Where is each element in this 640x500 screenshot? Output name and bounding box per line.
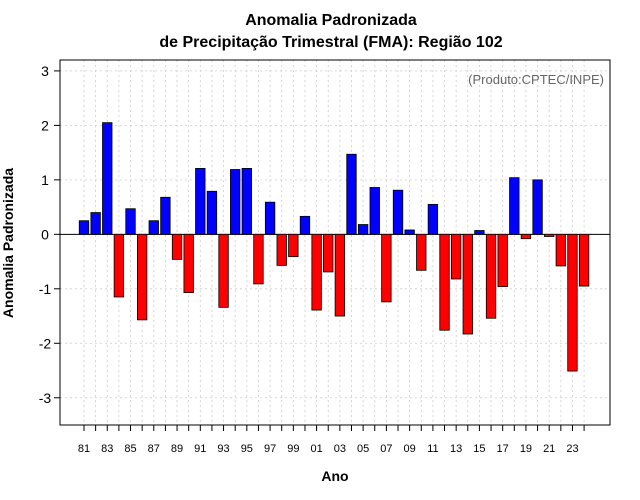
x-tick-label-97: 97	[264, 443, 276, 455]
product-credit: (Produto:CPTEC/INPE)	[468, 72, 604, 87]
bar-17	[497, 233, 508, 288]
y-axis-ticks: -3 -2 -1 0 1 2 3	[39, 63, 60, 406]
x-axis-ticks: 81 83 85 87 89 91 93 95 97 99 01 03 05 07 09 11 13 15 17 19…	[78, 425, 585, 455]
x-tick-label-07: 07	[380, 443, 392, 455]
chart-title-line-2: de Precipitação Trimestral (FMA): Região…	[159, 34, 502, 51]
x-tick-label-15: 15	[473, 443, 485, 455]
bar-18	[509, 177, 520, 235]
bar-89	[171, 233, 183, 260]
bar-91	[195, 168, 206, 235]
x-tick-label-23: 23	[566, 443, 578, 455]
y-tick-label-5: 2	[41, 117, 49, 133]
grid-lines	[60, 60, 610, 425]
x-tick-label-93: 93	[217, 443, 229, 455]
x-tick-label-89: 89	[171, 443, 183, 455]
bar-24	[578, 233, 590, 287]
y-tick-label-6: 3	[41, 63, 49, 79]
plot-frame	[59, 59, 611, 426]
bar-84	[113, 233, 125, 298]
bar-95	[241, 168, 252, 235]
bar-99	[288, 233, 299, 258]
x-tick-label-03: 03	[334, 443, 346, 455]
bar-01	[311, 233, 322, 311]
bar-03	[334, 233, 346, 317]
bar-92	[206, 190, 218, 235]
bar-23	[567, 233, 578, 372]
x-tick-label-05: 05	[357, 443, 369, 455]
bar-00	[299, 215, 311, 235]
bars	[78, 122, 590, 372]
bar-93	[218, 233, 229, 308]
bar-16	[485, 233, 497, 319]
x-tick-label-17: 17	[497, 443, 509, 455]
bar-82	[90, 212, 101, 235]
x-tick-label-21: 21	[543, 443, 555, 455]
x-tick-label-13: 13	[450, 443, 462, 455]
bar-85	[125, 208, 136, 235]
bar-21	[544, 233, 555, 237]
bar-10	[416, 233, 427, 271]
x-tick-label-81: 81	[78, 443, 90, 455]
bar-12	[439, 233, 450, 331]
chart-title-line-1: Anomalia Padronizada	[245, 12, 417, 29]
bar-07	[381, 233, 392, 303]
bar-09	[404, 229, 415, 235]
y-tick-label-1: -2	[39, 335, 52, 351]
bar-96	[253, 233, 264, 285]
bar-08	[392, 189, 404, 235]
bar-81	[78, 220, 90, 235]
y-axis-label: Anomalia Padronizada	[0, 168, 16, 318]
x-tick-label-19: 19	[520, 443, 532, 455]
x-axis-label: Ano	[321, 468, 348, 484]
bar-20	[532, 179, 543, 235]
bar-14	[462, 233, 473, 335]
bar-19	[520, 233, 532, 240]
bar-98	[276, 233, 287, 266]
x-tick-label-87: 87	[148, 443, 160, 455]
x-tick-label-01: 01	[310, 443, 322, 455]
y-tick-label-3: 0	[41, 226, 49, 242]
x-tick-label-83: 83	[101, 443, 113, 455]
x-tick-label-09: 09	[404, 443, 416, 455]
bar-94	[230, 169, 241, 235]
bar-11	[427, 203, 439, 235]
x-tick-label-85: 85	[124, 443, 136, 455]
bar-86	[136, 233, 148, 321]
bar-97	[264, 201, 276, 235]
bar-88	[160, 196, 171, 235]
bar-06	[369, 187, 380, 235]
bar-90	[183, 233, 194, 294]
y-tick-label-0: -3	[39, 390, 52, 406]
bar-05	[357, 224, 369, 235]
bar-22	[555, 233, 566, 267]
y-tick-label-4: 1	[41, 172, 49, 188]
x-tick-label-95: 95	[241, 443, 253, 455]
bar-04	[346, 153, 357, 235]
bar-87	[148, 220, 159, 235]
bar-15	[474, 230, 485, 235]
x-tick-label-99: 99	[287, 443, 299, 455]
y-tick-label-2: -1	[39, 281, 52, 297]
x-tick-label-11: 11	[427, 443, 438, 455]
bar-83	[102, 122, 113, 235]
bar-13	[451, 233, 462, 280]
bar-02	[323, 233, 334, 273]
x-tick-label-91: 91	[194, 443, 206, 455]
